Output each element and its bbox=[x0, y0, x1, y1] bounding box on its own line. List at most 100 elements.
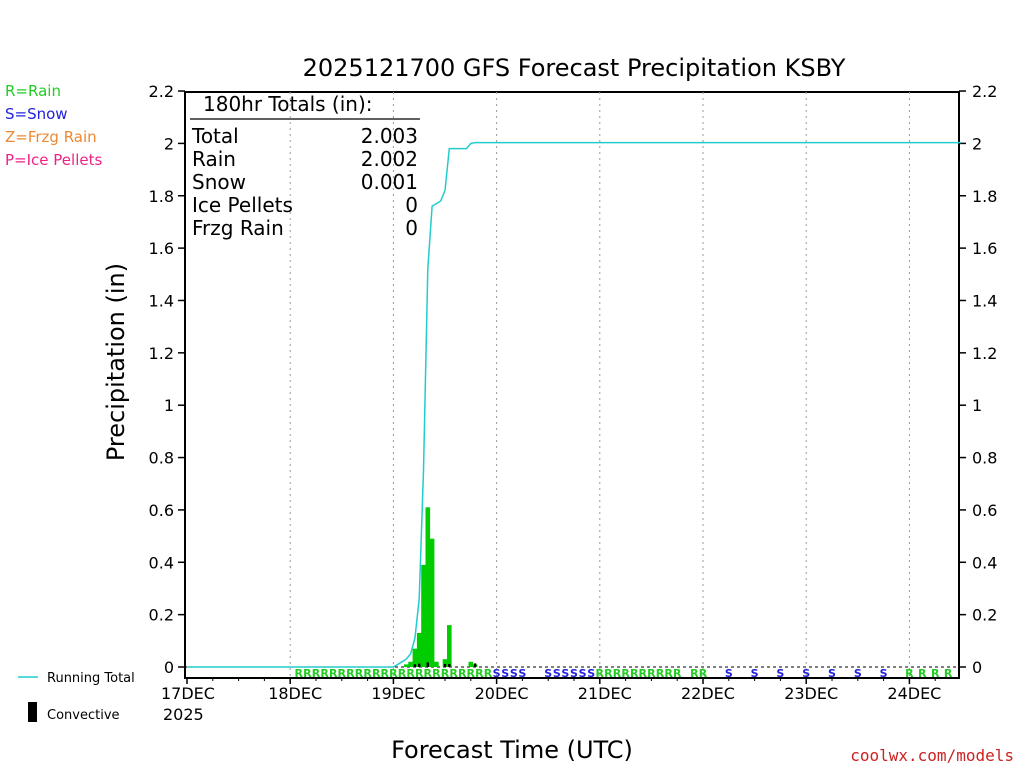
precip-type-marker: S bbox=[751, 667, 759, 680]
convective-bar bbox=[443, 663, 447, 667]
precip-type-marker: R bbox=[613, 667, 622, 680]
convective-bars bbox=[413, 662, 477, 667]
precip-type-marker: R bbox=[484, 667, 493, 680]
convective-bar bbox=[418, 663, 421, 667]
precip-type-marker: R bbox=[690, 667, 699, 680]
precip-type-marker: R bbox=[647, 667, 656, 680]
convective-legend-swatch bbox=[28, 702, 37, 722]
precip-type-marker: S bbox=[501, 667, 509, 680]
precip-type-marker: R bbox=[475, 667, 484, 680]
y-tick-label-right: 0 bbox=[972, 658, 982, 677]
legend-item-r: R=Rain bbox=[5, 82, 61, 100]
precip-bar bbox=[412, 648, 418, 667]
y-tick-label: 1.2 bbox=[149, 344, 174, 363]
precip-type-marker: S bbox=[725, 667, 733, 680]
precip-bar bbox=[416, 632, 422, 667]
y-tick-label-right: 2.2 bbox=[972, 82, 997, 101]
precip-type-marker: R bbox=[467, 667, 476, 680]
precip-type-marker: S bbox=[510, 667, 518, 680]
totals-row-label: Ice Pellets bbox=[192, 193, 293, 217]
precip-type-marker: S bbox=[880, 667, 888, 680]
precip-type-marker: R bbox=[630, 667, 639, 680]
precip-bar bbox=[429, 538, 435, 667]
y-tick-label-right: 0.2 bbox=[972, 606, 997, 625]
totals-header: 180hr Totals (in): bbox=[203, 92, 373, 116]
precip-type-marker: R bbox=[441, 667, 450, 680]
totals-row-label: Frzg Rain bbox=[192, 216, 284, 240]
precip-type-marker: R bbox=[918, 667, 927, 680]
convective-legend-label: Convective bbox=[47, 708, 120, 723]
precip-type-marker: S bbox=[776, 667, 784, 680]
precip-type-marker: R bbox=[389, 667, 398, 680]
totals-box: 180hr Totals (in): Total 2.003 Rain 2.002 Sn… bbox=[190, 92, 420, 240]
totals-row-value: 2.003 bbox=[361, 124, 418, 148]
plot-border bbox=[184, 91, 960, 679]
y-tick-label-right: 0.8 bbox=[972, 449, 997, 468]
precip-type-marker: R bbox=[355, 667, 364, 680]
precip-bar bbox=[468, 661, 474, 667]
running-total-legend: Running Total bbox=[18, 671, 135, 686]
precip-type-marker: R bbox=[673, 667, 682, 680]
running-total-line bbox=[187, 141, 961, 668]
x-tick-label: 20DEC bbox=[475, 684, 529, 703]
running-total-legend-label: Running Total bbox=[47, 671, 135, 686]
y-tick-label: 1.8 bbox=[149, 187, 174, 206]
precip-type-marker: S bbox=[518, 667, 526, 680]
precip-type-marker: R bbox=[931, 667, 940, 680]
convective-bar bbox=[473, 663, 477, 667]
precip-type-marker: R bbox=[406, 667, 415, 680]
y-tick-label-right: 1 bbox=[972, 396, 982, 415]
precip-type-marker: R bbox=[372, 667, 381, 680]
y-tick-label-right: 1.6 bbox=[972, 239, 997, 258]
precip-type-marker: R bbox=[432, 667, 441, 680]
precip-type-marker: S bbox=[553, 667, 561, 680]
y-tick-label: 0.4 bbox=[149, 553, 174, 572]
totals-row-value: 0.001 bbox=[361, 170, 418, 194]
y-tick-label: 0.2 bbox=[149, 606, 174, 625]
y-axis-left: 0 0.2 0.4 0.6 0.8 1 1.2 1.4 1.6 1.8 2 2.2 bbox=[149, 82, 185, 677]
y-tick-label: 0 bbox=[164, 658, 174, 677]
precip-type-marker: R bbox=[621, 667, 630, 680]
x-axis: 17DEC 2025 18DEC 19DEC 20DEC 21DEC 22DEC 23DEC 2… bbox=[161, 678, 941, 724]
y-tick-label-right: 1.4 bbox=[972, 291, 997, 310]
chart-title: 2025121700 GFS Forecast Precipitation KS… bbox=[303, 54, 846, 82]
precip-type-marker: R bbox=[424, 667, 433, 680]
precip-type-marker: R bbox=[338, 667, 347, 680]
y-tick-label-right: 2 bbox=[972, 134, 982, 153]
precip-bar bbox=[425, 507, 431, 667]
y-tick-label: 2.2 bbox=[149, 82, 174, 101]
legend-item-s: S=Snow bbox=[5, 105, 68, 123]
precip-type-marker: S bbox=[854, 667, 862, 680]
precip-type-marker: R bbox=[458, 667, 467, 680]
precip-type-marker: S bbox=[587, 667, 595, 680]
precip-type-marker: S bbox=[828, 667, 836, 680]
precip-type-marker: S bbox=[561, 667, 569, 680]
precip-type-marker: R bbox=[449, 667, 458, 680]
precip-type-marker: R bbox=[656, 667, 665, 680]
precip-type-marker: R bbox=[639, 667, 648, 680]
totals-rows: Total 2.003 Rain 2.002 Snow 0.001 Ice Pellets 0… bbox=[191, 124, 418, 240]
x-tick-label: 23DEC bbox=[784, 684, 838, 703]
totals-row-label: Rain bbox=[192, 147, 236, 171]
precip-type-marker: R bbox=[699, 667, 708, 680]
y-tick-label-right: 1.2 bbox=[972, 344, 997, 363]
precip-type-marker: R bbox=[312, 667, 321, 680]
convective-legend: Convective bbox=[28, 702, 120, 723]
y-tick-label: 1.4 bbox=[149, 291, 174, 310]
precip-type-marker: R bbox=[320, 667, 329, 680]
convective-bar bbox=[426, 662, 429, 667]
precip-type-marker: R bbox=[346, 667, 355, 680]
y-tick-label-right: 1.8 bbox=[972, 187, 997, 206]
grid-lines bbox=[185, 92, 959, 678]
precip-type-marker: R bbox=[596, 667, 605, 680]
totals-row-label: Snow bbox=[192, 170, 246, 194]
y-tick-label: 0.6 bbox=[149, 501, 174, 520]
precip-type-marker: R bbox=[905, 667, 914, 680]
precip-type-marker: R bbox=[381, 667, 390, 680]
x-tick-label: 24DEC bbox=[887, 684, 941, 703]
precip-bar bbox=[408, 661, 413, 667]
totals-row-label: Total bbox=[191, 124, 239, 148]
precip-type-marker: S bbox=[493, 667, 501, 680]
